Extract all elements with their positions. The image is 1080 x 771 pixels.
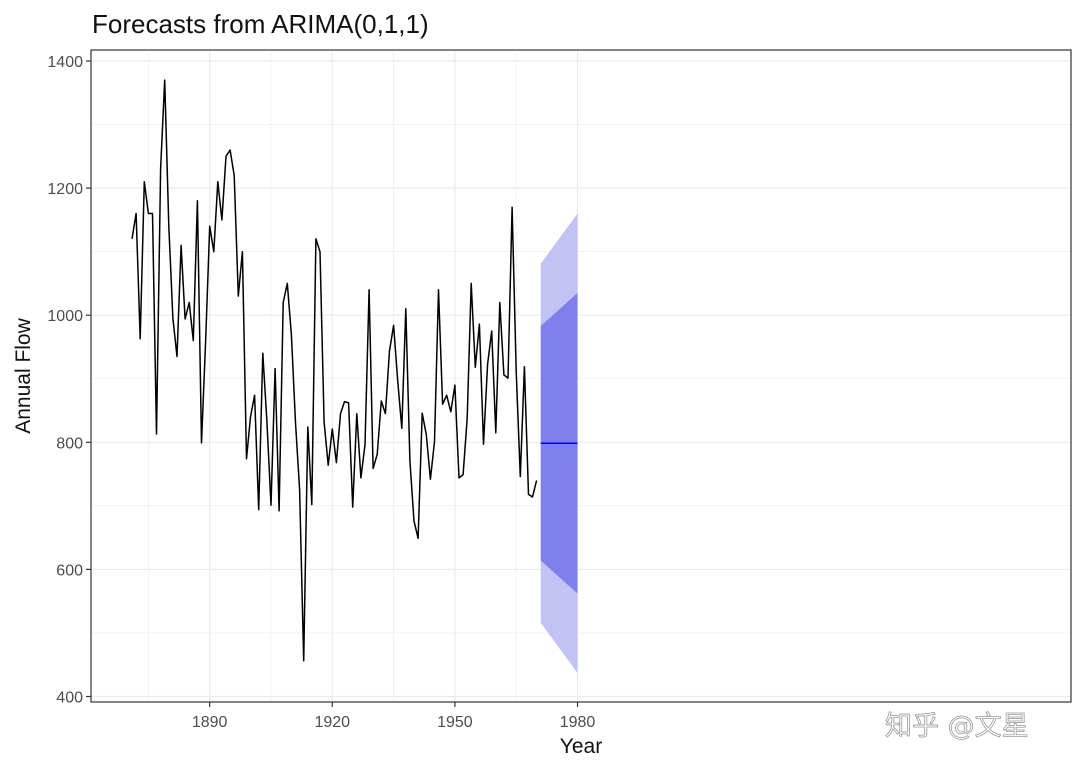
panel-border xyxy=(90,49,1072,703)
x-tick-label: 1920 xyxy=(314,714,350,731)
series-lines xyxy=(131,79,578,662)
y-tick-label: 1200 xyxy=(47,181,83,198)
observed-series-line xyxy=(131,79,538,662)
x-axis-label: Year xyxy=(560,735,602,758)
x-tick-label: 1980 xyxy=(560,714,596,731)
x-axis-ticks: 1890 1920 1950 1980 xyxy=(192,702,596,731)
y-tick-label: 800 xyxy=(56,435,83,452)
x-tick-label: 1950 xyxy=(437,714,473,731)
y-tick-label: 400 xyxy=(56,690,83,707)
y-tick-label: 1000 xyxy=(47,308,83,325)
x-tick-label: 1890 xyxy=(192,714,228,731)
y-axis-ticks: 400 600 800 1000 1200 1400 xyxy=(47,54,91,707)
grid xyxy=(91,50,1071,702)
chart-title: Forecasts from ARIMA(0,1,1) xyxy=(92,9,429,39)
y-axis-label: Annual Flow xyxy=(12,317,35,433)
y-tick-label: 600 xyxy=(56,562,83,579)
y-tick-label: 1400 xyxy=(47,54,83,71)
watermark: 知乎 @文星 xyxy=(885,711,1029,742)
